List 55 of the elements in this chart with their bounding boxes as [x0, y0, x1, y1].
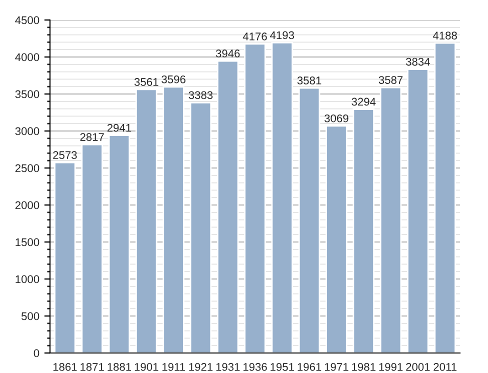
x-tick-label: 1871 [80, 363, 104, 371]
y-tick-label: 2500 [15, 164, 40, 172]
bar [326, 125, 348, 353]
data-label: 3946 [216, 50, 240, 58]
data-label: 3596 [162, 75, 186, 84]
bar [380, 86, 402, 353]
x-tick-label: 1921 [189, 363, 213, 371]
data-label: 4188 [432, 32, 457, 40]
y-tick-label: 2000 [15, 201, 40, 210]
data-label: 3561 [134, 78, 158, 86]
x-tick-label: 1861 [53, 363, 77, 371]
bar [81, 144, 103, 353]
bar [190, 102, 212, 353]
data-label: 4176 [242, 32, 267, 40]
bar [216, 60, 239, 353]
x-tick-label: 2001 [406, 363, 430, 371]
bar [162, 86, 184, 353]
x-tick-label: 1936 [243, 363, 267, 371]
x-tick-label: 1991 [379, 363, 403, 371]
data-label: 4193 [270, 31, 294, 40]
data-label: 3834 [406, 58, 430, 66]
bar [108, 134, 130, 353]
data-label: 3581 [297, 76, 322, 84]
x-tick-label: 1981 [352, 363, 376, 371]
bar [298, 87, 320, 353]
data-label: 3587 [378, 76, 403, 84]
x-tick-label: 1901 [134, 363, 158, 371]
bar [352, 108, 374, 353]
bar [244, 43, 266, 353]
x-tick-label: 1881 [108, 363, 132, 371]
x-tick-label: 1951 [270, 363, 294, 371]
y-tick-label: 3000 [15, 127, 40, 136]
data-label: 3294 [352, 98, 376, 106]
bar [54, 162, 76, 353]
data-label: 2573 [53, 151, 77, 160]
y-tick-label: 1500 [16, 238, 40, 246]
bar [407, 68, 429, 353]
y-tick-label: 4500 [15, 16, 40, 24]
y-tick-label: 500 [21, 312, 40, 320]
bar [136, 88, 158, 353]
y-tick-label: 1000 [16, 275, 40, 284]
x-tick-label: 1931 [216, 363, 240, 371]
y-tick-label: 4000 [15, 53, 40, 62]
x-tick-label: 2011 [434, 363, 456, 371]
data-label: 2817 [80, 133, 104, 141]
y-tick-label: 3500 [15, 90, 40, 98]
data-label: 2941 [107, 124, 132, 132]
x-tick-label: 1961 [298, 363, 322, 371]
data-label: 3383 [188, 91, 213, 100]
data-label: 3069 [324, 114, 348, 122]
x-tick-label: 1971 [324, 363, 348, 371]
bar [271, 42, 294, 353]
bar [434, 42, 456, 353]
x-tick-label: 1911 [162, 363, 185, 371]
y-tick-label: 0 [34, 349, 40, 358]
